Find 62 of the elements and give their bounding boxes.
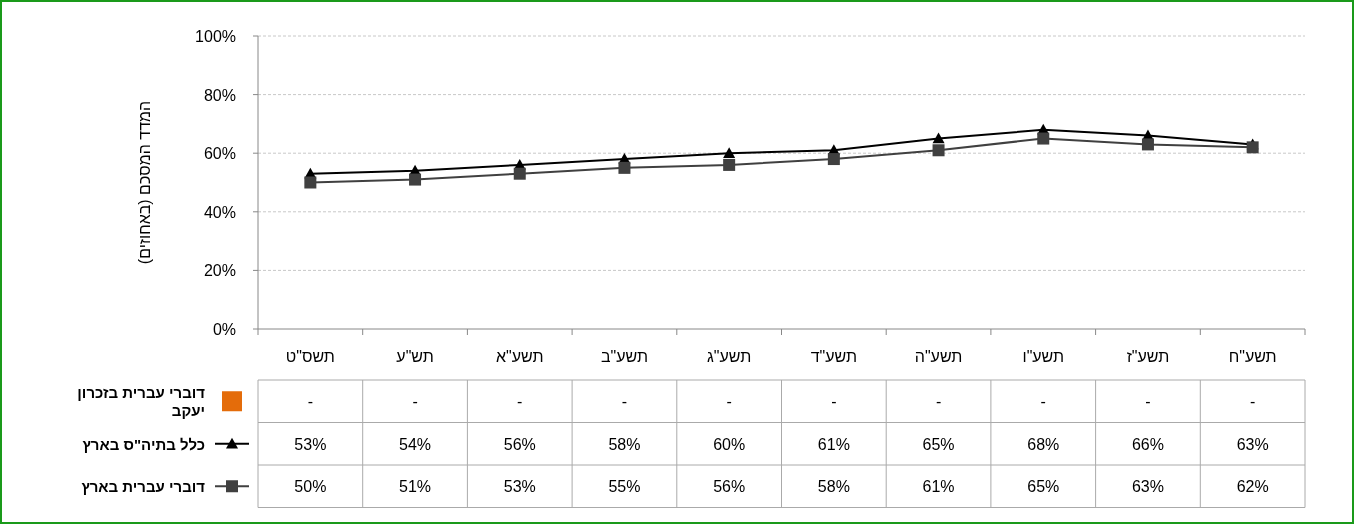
x-tick-label: תשע"ג bbox=[707, 348, 752, 365]
x-tick-label: תש"ע bbox=[396, 348, 434, 365]
data-label: 63% bbox=[1131, 478, 1164, 496]
data-label: 50% bbox=[294, 478, 327, 496]
text: - bbox=[412, 393, 418, 411]
text: - bbox=[307, 393, 314, 411]
text: - bbox=[517, 393, 523, 411]
point bbox=[618, 161, 631, 174]
legend-label: דוברי עברית בזכרון יעקב bbox=[77, 384, 206, 420]
data-label: 65% bbox=[922, 435, 955, 453]
point bbox=[1246, 141, 1259, 154]
text: - bbox=[935, 393, 942, 411]
x-tick-label: תשס"ט bbox=[285, 348, 335, 365]
point bbox=[827, 153, 840, 166]
data-label: 53% bbox=[294, 435, 327, 453]
x-tick-label: תשע"א bbox=[496, 348, 544, 365]
data-label: 56% bbox=[503, 435, 536, 453]
point bbox=[932, 132, 945, 144]
point bbox=[1037, 132, 1050, 145]
text: - bbox=[1040, 393, 1046, 411]
data-label: 51% bbox=[399, 478, 432, 496]
data-label: 65% bbox=[1027, 478, 1060, 496]
text: - bbox=[1145, 393, 1151, 411]
text: - bbox=[1249, 393, 1256, 411]
data-label: 58% bbox=[608, 435, 641, 453]
point bbox=[409, 173, 422, 186]
y-tick-label: 0% bbox=[212, 321, 236, 338]
data-label: 60% bbox=[713, 435, 746, 453]
point bbox=[723, 147, 736, 158]
text: - bbox=[831, 393, 837, 411]
data-label: 62% bbox=[1236, 478, 1269, 496]
point bbox=[1141, 138, 1154, 151]
data-label: 66% bbox=[1131, 435, 1164, 453]
point bbox=[513, 167, 526, 180]
y-tick-label: 20% bbox=[203, 262, 236, 280]
data-label: 53% bbox=[503, 478, 536, 496]
data-label: 61% bbox=[922, 478, 955, 496]
x-tick-label: תשע"ז bbox=[1126, 348, 1170, 365]
text: - bbox=[621, 393, 628, 411]
data-label: 56% bbox=[713, 478, 746, 496]
data-label: 68% bbox=[1027, 435, 1060, 453]
y-tick-label: 100% bbox=[195, 28, 236, 45]
data-label: 58% bbox=[817, 478, 850, 496]
x-tick-label: תשע"ח bbox=[1228, 348, 1277, 365]
legend-label: כלל בתיה"ס בארץ bbox=[82, 435, 205, 453]
data-label: 63% bbox=[1236, 435, 1269, 453]
y-tick-label: 40% bbox=[203, 203, 236, 221]
legend-label: דוברי עברית בארץ bbox=[81, 478, 206, 496]
x-tick-label: תשע"ו bbox=[1022, 348, 1065, 365]
x-tick-label: תשע"ד bbox=[810, 348, 857, 365]
data-label: 55% bbox=[608, 478, 641, 496]
point bbox=[304, 176, 317, 189]
data-label: 54% bbox=[399, 435, 432, 453]
y-axis-title: המדד המסכם (באחוזים) bbox=[136, 100, 153, 265]
point bbox=[932, 144, 945, 157]
text: - bbox=[726, 393, 732, 411]
y-tick-label: 60% bbox=[203, 145, 236, 163]
data-label: 61% bbox=[817, 435, 850, 453]
point bbox=[723, 158, 736, 171]
y-tick-label: 80% bbox=[203, 86, 236, 104]
x-tick-label: תשע"ב bbox=[600, 348, 648, 365]
x-tick-label: תשע"ה bbox=[914, 348, 963, 365]
